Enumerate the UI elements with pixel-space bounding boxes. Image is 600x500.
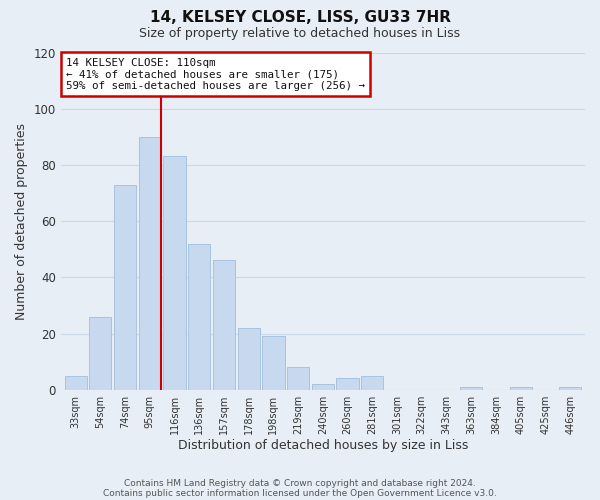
Text: 14 KELSEY CLOSE: 110sqm
← 41% of detached houses are smaller (175)
59% of semi-d: 14 KELSEY CLOSE: 110sqm ← 41% of detache… xyxy=(66,58,365,91)
Bar xyxy=(238,328,260,390)
X-axis label: Distribution of detached houses by size in Liss: Distribution of detached houses by size … xyxy=(178,440,468,452)
Bar xyxy=(114,184,136,390)
Bar xyxy=(312,384,334,390)
Bar xyxy=(262,336,284,390)
Bar xyxy=(188,244,211,390)
Y-axis label: Number of detached properties: Number of detached properties xyxy=(15,122,28,320)
Bar xyxy=(287,367,309,390)
Bar xyxy=(361,376,383,390)
Text: Contains public sector information licensed under the Open Government Licence v3: Contains public sector information licen… xyxy=(103,488,497,498)
Text: Size of property relative to detached houses in Liss: Size of property relative to detached ho… xyxy=(139,28,461,40)
Bar xyxy=(89,316,112,390)
Bar xyxy=(139,137,161,390)
Bar xyxy=(213,260,235,390)
Text: 14, KELSEY CLOSE, LISS, GU33 7HR: 14, KELSEY CLOSE, LISS, GU33 7HR xyxy=(149,10,451,25)
Bar xyxy=(65,376,87,390)
Text: Contains HM Land Registry data © Crown copyright and database right 2024.: Contains HM Land Registry data © Crown c… xyxy=(124,478,476,488)
Bar xyxy=(509,387,532,390)
Bar xyxy=(559,387,581,390)
Bar xyxy=(460,387,482,390)
Bar xyxy=(337,378,359,390)
Bar xyxy=(163,156,185,390)
